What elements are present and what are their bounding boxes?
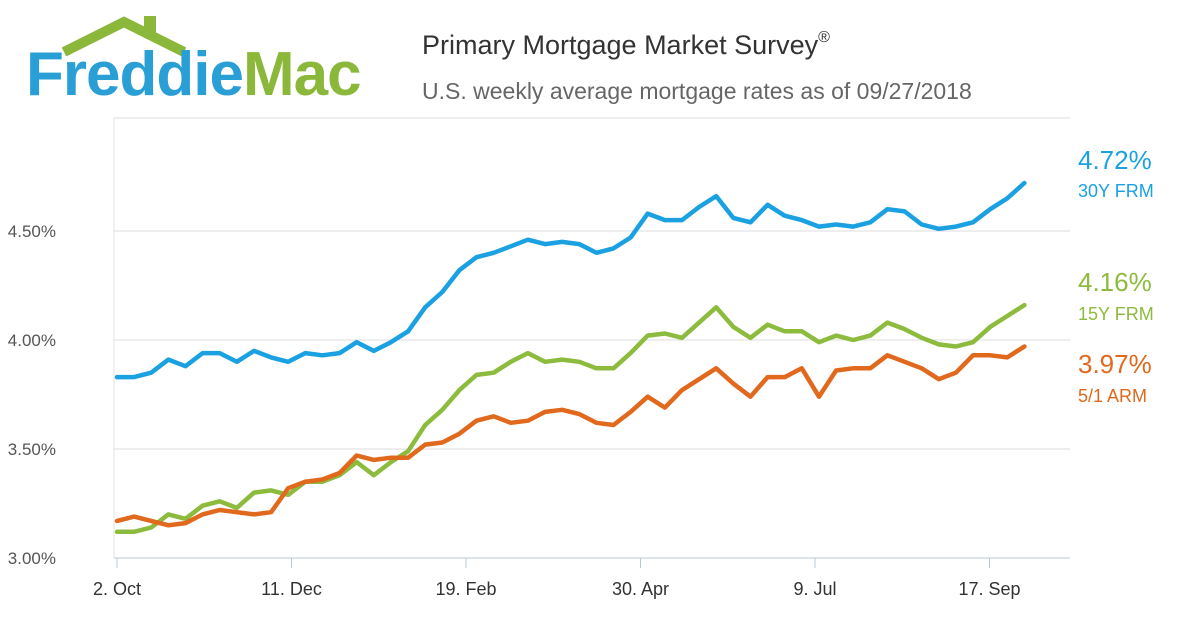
x-tick-label: 30. Apr: [612, 579, 669, 599]
series-line-5-1-arm: [114, 344, 1027, 528]
end-name-15y-frm: 15Y FRM: [1078, 304, 1154, 324]
chart-title: Primary Mortgage Market Survey®: [422, 29, 830, 61]
x-tick-label: 11. Dec: [261, 579, 322, 599]
series-lines: [114, 180, 1027, 535]
end-value-15y-frm: 4.16%: [1078, 267, 1152, 297]
freddie-mac-logo: FreddieMac: [24, 14, 384, 110]
plot-area-background: [114, 118, 1070, 558]
y-tick-label: 4.50%: [8, 222, 56, 241]
logo-wordmark: FreddieMac: [26, 44, 362, 106]
y-tick-label: 3.00%: [8, 549, 56, 568]
grid-lines: [113, 117, 1070, 558]
logo-text-mac: Mac: [242, 40, 362, 109]
x-tick-label: 2. Oct: [93, 579, 141, 599]
end-value-5-1-arm: 3.97%: [1078, 349, 1152, 379]
end-labels: 4.72% 30Y FRM 4.16% 15Y FRM 3.97% 5/1 ARM: [1078, 145, 1154, 406]
chart-subtitle: U.S. weekly average mortgage rates as of…: [422, 78, 972, 104]
chart-title-text: Primary Mortgage Market Survey: [422, 30, 819, 60]
series-line-15y-frm: [114, 302, 1027, 535]
series-line-30y-frm: [114, 180, 1027, 380]
y-tick-label: 4.00%: [8, 331, 56, 350]
x-tick-label: 17. Sep: [958, 579, 1020, 599]
axes: 3.00% 3.50% 4.00% 4.50% 2. Oct 11. Dec 19. Feb…: [8, 222, 1070, 599]
y-tick-label: 3.50%: [8, 440, 56, 459]
x-tick-label: 9. Jul: [793, 579, 836, 599]
end-value-30y-frm: 4.72%: [1078, 145, 1152, 175]
logo-text-freddie: Freddie: [26, 40, 244, 109]
end-name-30y-frm: 30Y FRM: [1078, 181, 1154, 201]
registered-mark: ®: [818, 29, 830, 46]
end-name-5-1-arm: 5/1 ARM: [1078, 386, 1147, 406]
x-tick-label: 19. Feb: [435, 579, 496, 599]
house-roof-icon: [61, 16, 187, 56]
